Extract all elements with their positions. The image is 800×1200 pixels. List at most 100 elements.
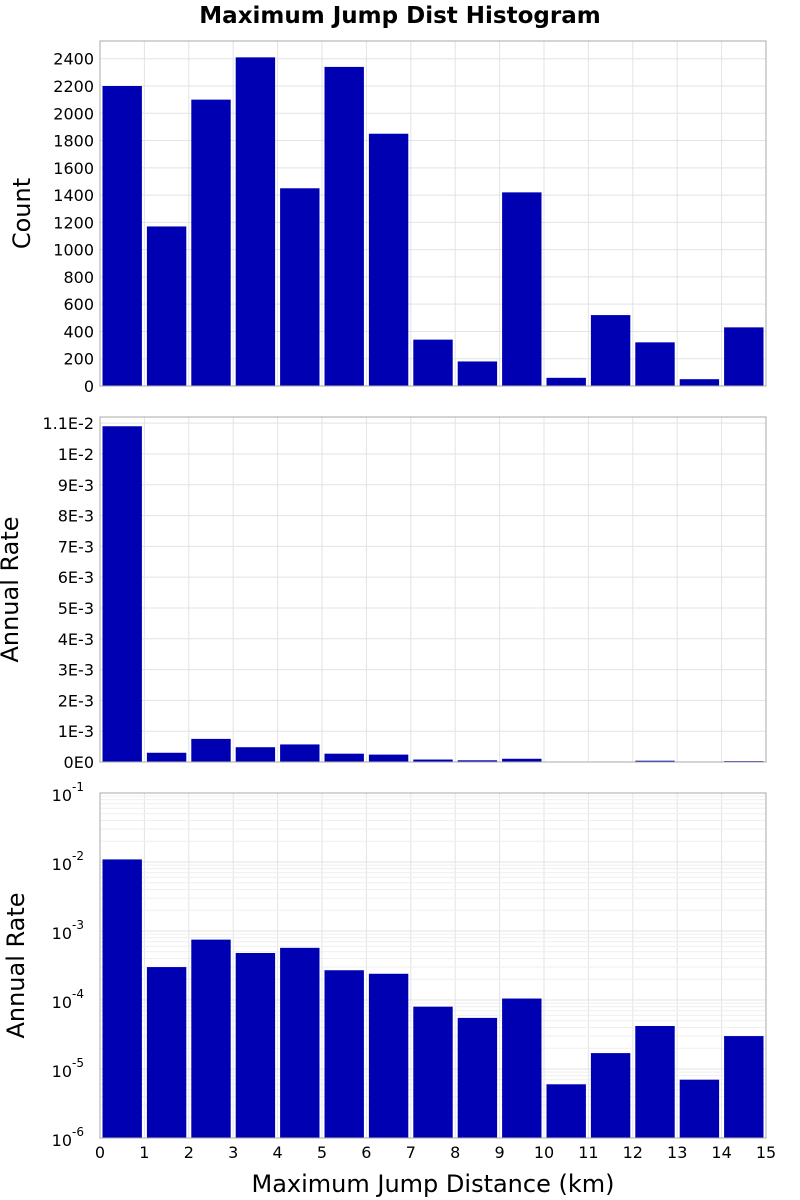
y-tick-label: 1E-3 xyxy=(58,722,94,741)
x-axis-label: Maximum Jump Distance (km) xyxy=(252,1170,615,1198)
y-tick-label: 1E-2 xyxy=(58,445,94,464)
y-tick-label: 1800 xyxy=(53,132,94,151)
histogram-bar xyxy=(235,57,276,386)
histogram-bar xyxy=(502,758,542,762)
x-tick-label: 10 xyxy=(534,1143,554,1162)
x-tick-label: 6 xyxy=(361,1143,371,1162)
histogram-bar xyxy=(413,759,453,762)
y-tick-label: 9E-3 xyxy=(58,476,94,495)
histogram-bar xyxy=(324,970,364,1138)
histogram-bar xyxy=(502,192,542,386)
histogram-bar xyxy=(457,1017,498,1138)
x-tick-label: 9 xyxy=(495,1143,505,1162)
y-tick-label: 2000 xyxy=(53,104,94,123)
histogram-bar xyxy=(546,377,586,386)
y-tick-label: 0E0 xyxy=(64,753,94,772)
y-tick-label: 1200 xyxy=(53,213,94,232)
x-tick-label: 0 xyxy=(95,1143,105,1162)
y-tick-label: 600 xyxy=(63,295,94,314)
y-tick-label: 3E-3 xyxy=(58,661,94,680)
histogram-bar xyxy=(679,379,720,386)
histogram-bar xyxy=(324,66,364,386)
histogram-bar xyxy=(191,738,231,762)
y-tick-label: 800 xyxy=(63,268,94,287)
histogram-bar xyxy=(191,939,231,1138)
annual-rate-linear-panel: 0E0 1E-3 2E-3 3E-3 4E-3 5E-3 6E-3 7E-3 8E-3 9E-3 1… xyxy=(0,414,767,772)
histogram-bar xyxy=(368,754,409,762)
plot-frame xyxy=(99,40,767,387)
x-tick-label: 5 xyxy=(317,1143,327,1162)
y-axis-label: Annual Rate xyxy=(2,892,30,1038)
x-tick-label: 11 xyxy=(578,1143,598,1162)
histogram-bar xyxy=(635,760,675,762)
y-tick-label: 1400 xyxy=(53,186,94,205)
y-tick-label: 2200 xyxy=(53,77,94,96)
y-tick-label: 10-5 xyxy=(52,1056,84,1081)
y-tick-label: 2400 xyxy=(53,50,94,69)
histogram-bar xyxy=(590,315,631,386)
y-tick-label: 200 xyxy=(63,350,94,369)
y-tick-label: 0 xyxy=(84,377,94,396)
histogram-bar xyxy=(635,1025,675,1138)
chart-title: Maximum Jump Dist Histogram xyxy=(199,3,600,29)
histogram-bar xyxy=(368,973,409,1138)
histogram-bar xyxy=(368,133,409,386)
histogram-bar xyxy=(457,361,498,386)
y-tick-label: 7E-3 xyxy=(58,537,94,556)
x-tick-label: 14 xyxy=(711,1143,731,1162)
histogram-bar xyxy=(102,859,142,1138)
x-tick-label: 12 xyxy=(623,1143,643,1162)
histogram-bar xyxy=(546,1084,586,1138)
y-axis-label: Annual Rate xyxy=(0,516,24,662)
histogram-bar xyxy=(590,1053,631,1138)
y-tick-label: 4E-3 xyxy=(58,630,94,649)
x-tick-label: 7 xyxy=(406,1143,416,1162)
y-tick-label: 10-3 xyxy=(52,918,84,943)
histogram-bar xyxy=(146,967,187,1138)
x-tick-label: 1 xyxy=(139,1143,149,1162)
histogram-bar xyxy=(102,86,142,386)
histogram-bar xyxy=(724,1036,764,1138)
x-tick-label: 15 xyxy=(756,1143,776,1162)
histogram-bar xyxy=(679,1079,720,1138)
y-tick-label: 400 xyxy=(63,322,94,341)
histogram-bar xyxy=(413,1006,453,1138)
histogram-bar xyxy=(457,760,498,762)
histogram-bar xyxy=(502,998,542,1138)
y-tick-label: 1.1E-2 xyxy=(42,414,94,433)
y-tick-label: 6E-3 xyxy=(58,568,94,587)
y-tick-label: 10-1 xyxy=(52,780,84,805)
y-tick-label: 2E-3 xyxy=(58,691,94,710)
histogram-bar xyxy=(102,426,142,762)
y-tick-label: 5E-3 xyxy=(58,599,94,618)
histogram-bar xyxy=(146,752,187,762)
y-tick-label: 10-2 xyxy=(52,849,84,874)
histogram-bar xyxy=(413,339,453,386)
histogram-bar xyxy=(280,188,320,386)
count-histogram-panel: 0 200 400 600 800 1000 1200 1400 1600 1800 2000 220… xyxy=(8,40,767,396)
y-tick-label: 8E-3 xyxy=(58,507,94,526)
x-tick-label: 4 xyxy=(273,1143,283,1162)
y-tick-label: 10-6 xyxy=(52,1125,84,1150)
histogram-bar xyxy=(191,99,231,387)
histogram-bar xyxy=(235,747,276,762)
y-tick-label: 1600 xyxy=(53,159,94,178)
x-tick-label: 3 xyxy=(228,1143,238,1162)
x-tick-label: 2 xyxy=(184,1143,194,1162)
histogram-bar xyxy=(235,952,276,1138)
plot-frame xyxy=(99,792,767,1139)
plot-area xyxy=(99,416,767,763)
histogram-bar xyxy=(724,327,764,386)
y-tick-label: 10-4 xyxy=(52,987,84,1012)
histogram-bar xyxy=(280,744,320,762)
y-tick-label: 1000 xyxy=(53,241,94,260)
histogram-bar xyxy=(324,753,364,762)
x-tick-label: 8 xyxy=(450,1143,460,1162)
y-axis-label: Count xyxy=(8,178,36,249)
histogram-bar xyxy=(635,342,675,386)
histogram-bar xyxy=(146,226,187,386)
x-tick-label: 13 xyxy=(667,1143,687,1162)
plot-frame xyxy=(99,416,767,763)
